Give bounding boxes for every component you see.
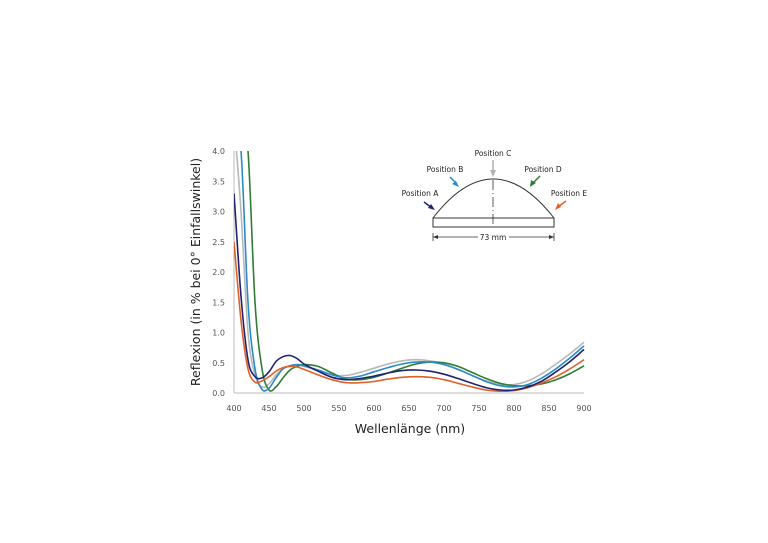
x-tick-label: 550: [331, 404, 346, 413]
x-tick-label: 600: [366, 404, 381, 413]
label-position-a: Position A: [402, 189, 440, 198]
series-line-position-e: [234, 241, 585, 393]
y-tick-label: 3.0: [212, 208, 225, 217]
dimension-label: 73 mm: [480, 233, 507, 242]
label-position-e: Position E: [551, 189, 588, 198]
x-tick-label: 400: [226, 404, 241, 413]
x-tick-label: 850: [541, 404, 556, 413]
lens-dome: [432, 178, 555, 219]
x-tick-label: 450: [261, 404, 276, 413]
axes: [233, 151, 584, 394]
label-position-d: Position D: [524, 165, 562, 174]
series-lines: [234, 151, 585, 393]
y-axis-title: Reflexion (in % bei 0° Einfallswinkel): [188, 158, 203, 386]
series-line-position-d: [247, 151, 585, 392]
x-tick-label: 800: [506, 404, 521, 413]
x-tick-label: 650: [401, 404, 416, 413]
series-line-position-b: [240, 151, 585, 392]
y-tick-label: 4.0: [212, 147, 225, 156]
x-tick-label: 900: [576, 404, 591, 413]
lens-position-diagram: 73 mm Position A Position B Position C P…: [402, 149, 588, 242]
y-tick-label: 0.5: [212, 359, 225, 368]
x-tick-label: 500: [296, 404, 311, 413]
arrow-e-icon: [555, 200, 567, 210]
y-tick-label: 2.5: [212, 238, 225, 247]
y-tick-label: 1.0: [212, 329, 225, 338]
label-position-c: Position C: [475, 149, 512, 158]
arrow-a-icon: [423, 201, 435, 210]
label-position-b: Position B: [427, 165, 464, 174]
arrow-left-icon: [433, 235, 438, 239]
x-tick-label: 700: [436, 404, 451, 413]
y-tick-label: 1.5: [212, 298, 225, 307]
arrow-c-icon: [490, 160, 496, 177]
series-line-position-a: [234, 193, 585, 392]
arrow-right-icon: [549, 235, 554, 239]
lens-base: [432, 217, 555, 228]
series-line-position-c: [235, 151, 585, 389]
y-tick-labels: 0.0 0.5 1.0 1.5 2.0 2.5 3.0 3.5 4.0: [212, 147, 225, 398]
y-tick-label: 2.0: [212, 268, 225, 277]
arrow-b-icon: [449, 176, 459, 187]
arrow-d-icon: [530, 175, 541, 187]
x-tick-label: 750: [471, 404, 486, 413]
y-tick-label: 0.0: [212, 389, 225, 398]
y-tick-label: 3.5: [212, 177, 225, 186]
x-axis-title: Wellenlänge (nm): [355, 421, 465, 436]
x-tick-labels: 400 450 500 550 600 650 700 750 800 850 900: [226, 404, 591, 413]
